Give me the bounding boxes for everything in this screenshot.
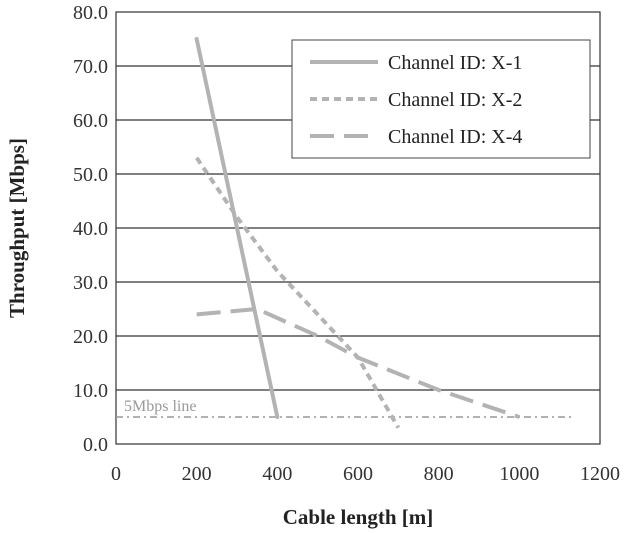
legend-label: Channel ID: X-2	[388, 89, 522, 111]
series-line	[194, 37, 280, 419]
y-tick-label: 0.0	[83, 434, 108, 456]
series-group	[194, 37, 520, 429]
x-tick-label: 0	[111, 463, 121, 485]
x-tick-label: 1000	[499, 463, 539, 485]
series-line	[196, 307, 520, 419]
x-tick-label: 800	[424, 463, 454, 485]
x-tick-label: 1200	[580, 463, 620, 485]
x-tick-label: 200	[182, 463, 212, 485]
y-tick-label: 70.0	[73, 56, 108, 78]
legend-box	[291, 39, 591, 159]
y-tick-label: 40.0	[73, 218, 108, 240]
series-line	[195, 156, 401, 429]
plot-frame	[115, 11, 601, 445]
legend-label: Channel ID: X-1	[388, 52, 522, 74]
legend-label: Channel ID: X-4	[388, 126, 522, 148]
y-tick-label: 60.0	[73, 110, 108, 132]
legend: Channel ID: X-1 Channel ID: X-2 Channel ID…	[291, 39, 591, 159]
x-tick-label: 600	[343, 463, 373, 485]
y-tick-label: 80.0	[73, 2, 108, 24]
y-tick-label: 10.0	[73, 380, 108, 402]
y-tick-labels: 0.0 10.0 20.0 30.0 40.0 50.0 60.0 70.0 80.0	[73, 2, 108, 456]
y-tick-label: 50.0	[73, 164, 108, 186]
y-tick-label: 30.0	[73, 272, 108, 294]
y-tick-label: 20.0	[73, 326, 108, 348]
x-tick-label: 400	[262, 463, 292, 485]
y-axis-title: Throughput [Mbps]	[5, 138, 29, 318]
x-axis-title: Cable length [m]	[283, 505, 434, 529]
reference-line-label: 5Mbps line	[124, 398, 196, 415]
reference-line-group: 5Mbps line	[116, 398, 572, 418]
x-tick-labels: 0 200 400 600 800 1000 1200	[111, 463, 620, 485]
